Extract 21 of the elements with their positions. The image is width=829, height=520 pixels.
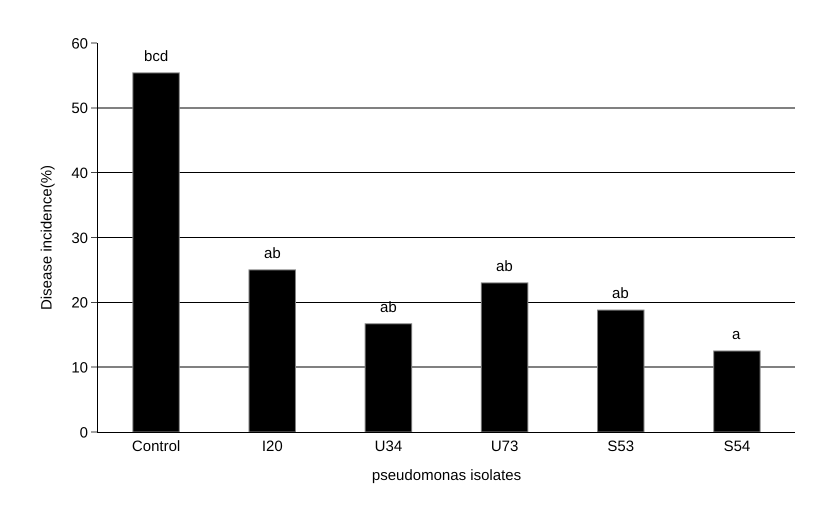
y-tick-label: 0 [80,424,88,442]
annotation: ab [496,258,513,275]
y-tick-label: 10 [71,359,88,376]
annotation: ab [264,245,281,262]
y-tick-label: 20 [71,294,88,312]
y-tick-label: 60 [71,35,88,52]
x-tick-label: S53 [607,438,634,455]
annotation: bcd [144,48,168,65]
annotation: ab [612,285,629,302]
y-axis-title: Disease incidence(%) [38,164,56,310]
x-tick-label: U73 [490,438,518,455]
x-axis-title: pseudomonas isolates [372,467,522,484]
annotation: ab [380,299,397,316]
x-tick-label: Control [132,438,180,455]
y-tick-label: 30 [71,230,88,247]
y-tick-label: 40 [71,164,88,182]
x-tick-label: S54 [724,438,750,455]
x-tick-label: I20 [262,438,283,455]
x-tick-label: U34 [374,438,402,455]
annotation: a [732,326,741,343]
y-tick-label: 50 [71,100,88,118]
